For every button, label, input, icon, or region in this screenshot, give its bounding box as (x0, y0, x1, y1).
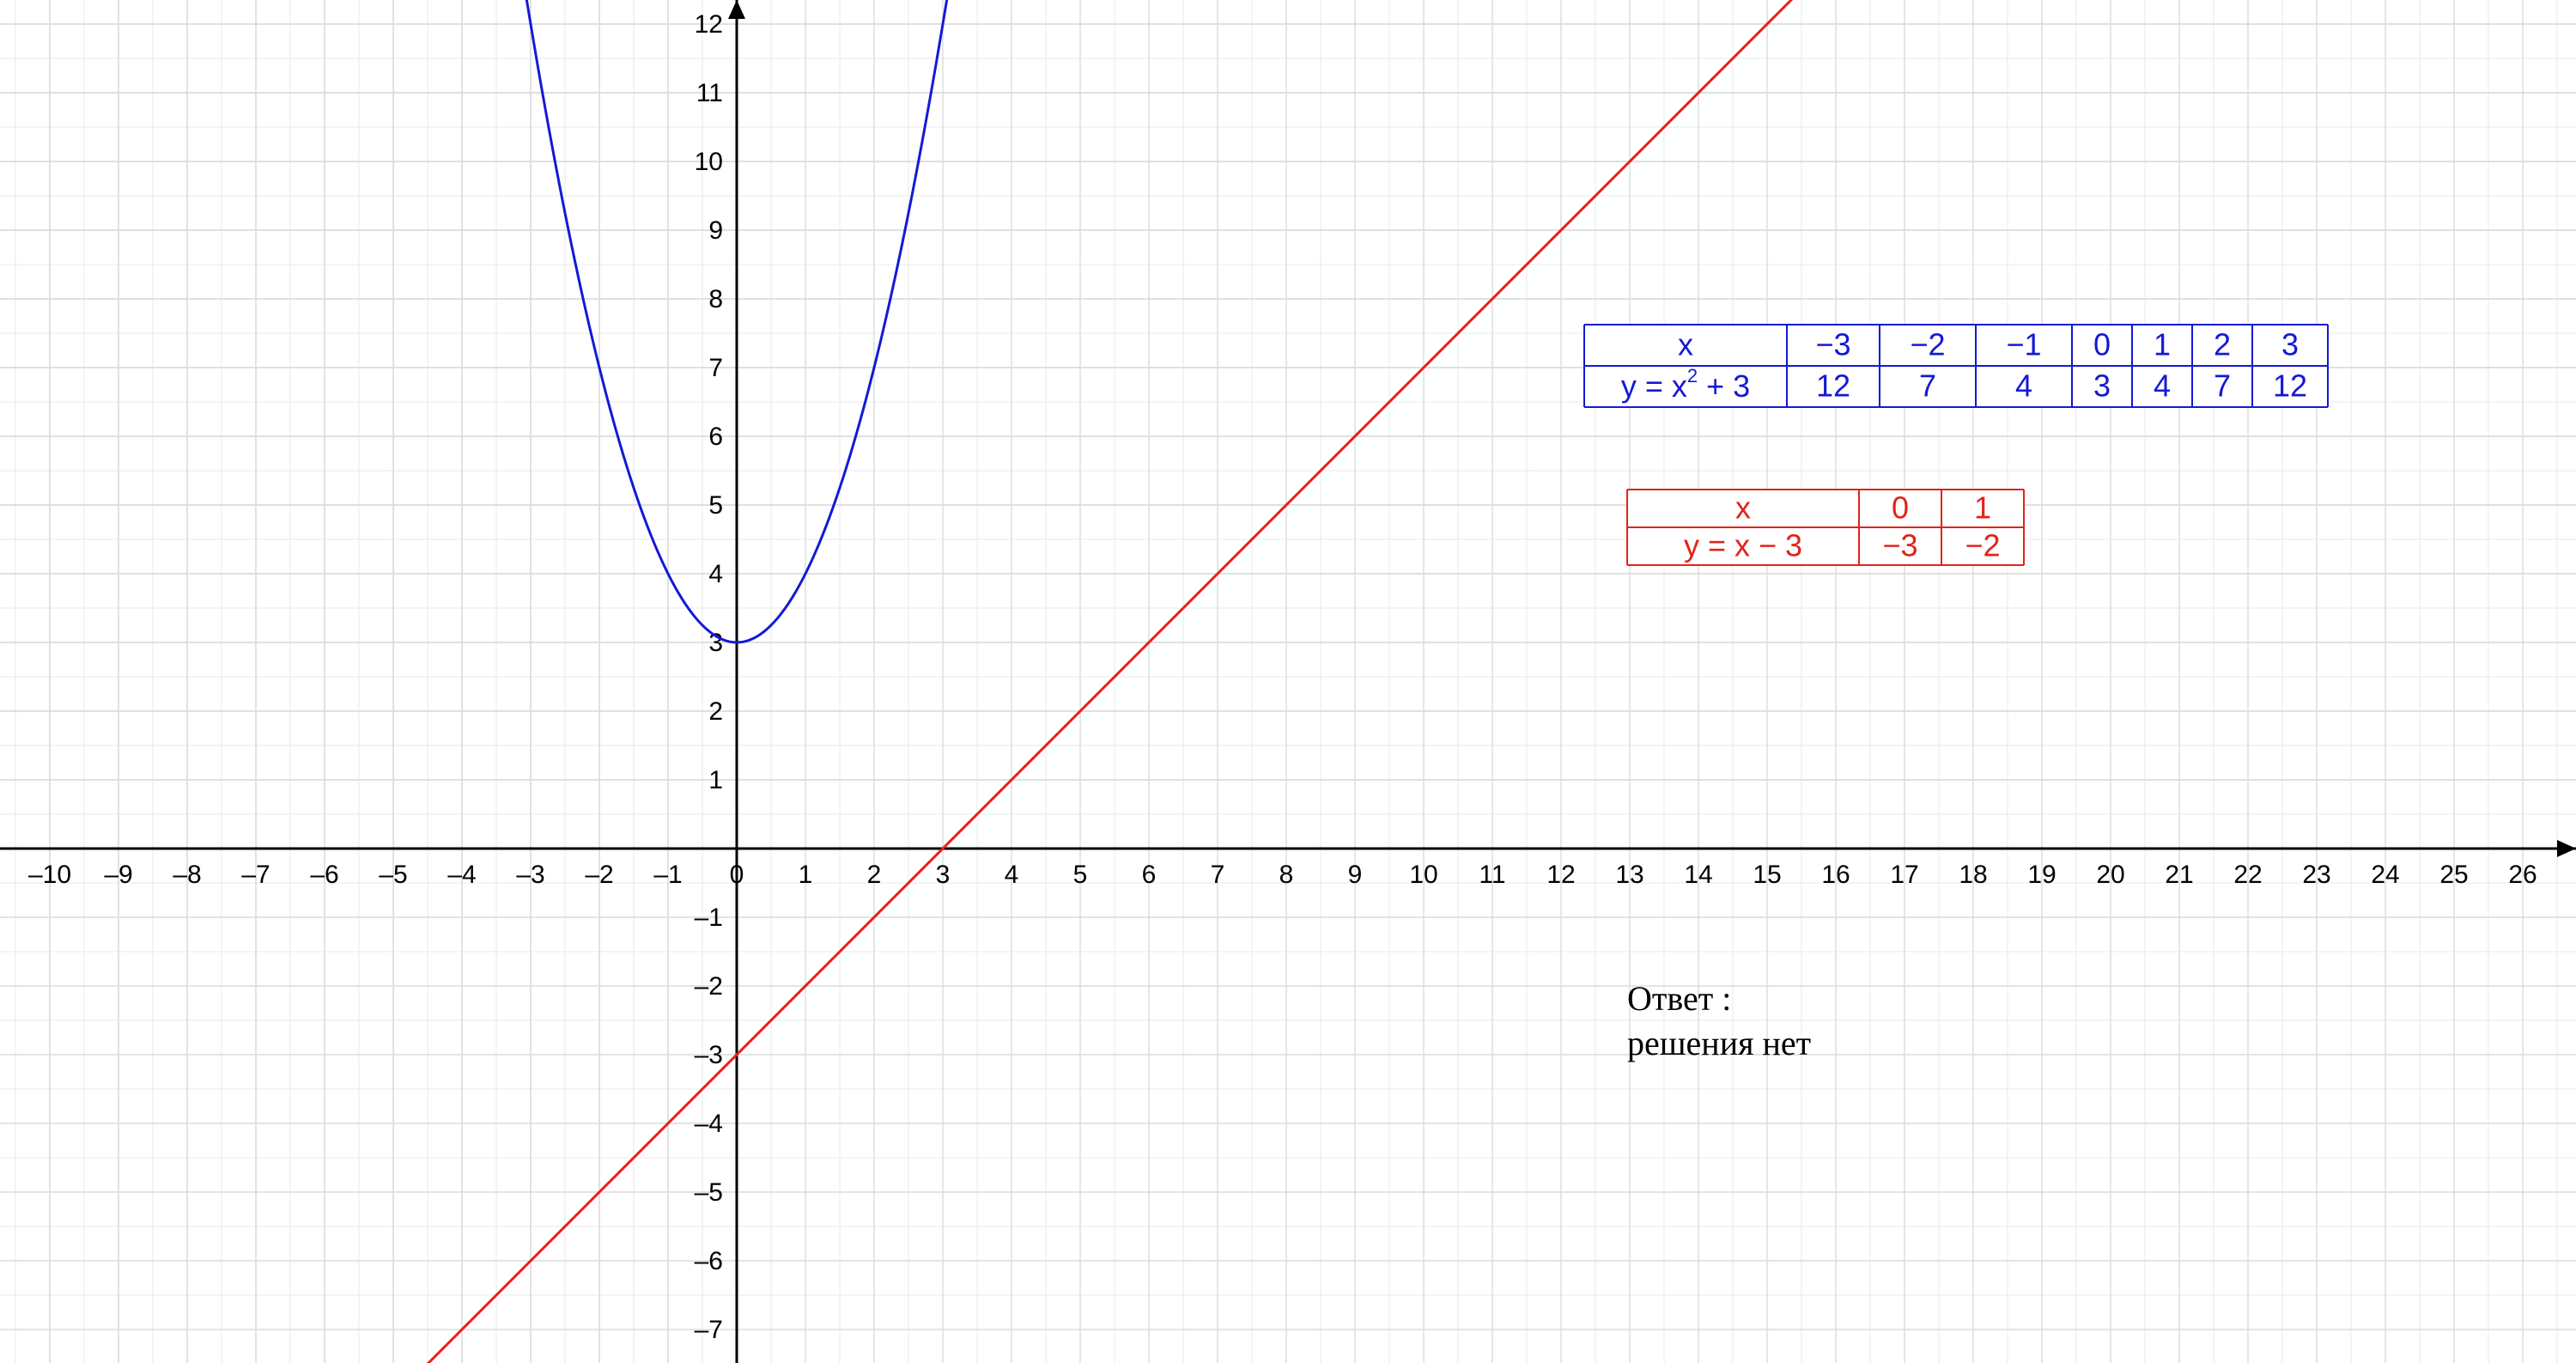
svg-text:–10: –10 (28, 861, 71, 889)
svg-text:23: 23 (2302, 861, 2330, 889)
svg-text:–1: –1 (695, 904, 723, 932)
svg-text:–4: –4 (695, 1110, 723, 1138)
svg-text:20: 20 (2096, 861, 2124, 889)
grid-major (0, 0, 2576, 1363)
svg-text:21: 21 (2165, 861, 2193, 889)
svg-text:3: 3 (936, 861, 951, 889)
svg-text:x: x (1678, 327, 1693, 362)
axis-arrows (728, 0, 2576, 857)
svg-text:3: 3 (2281, 327, 2299, 362)
svg-text:24: 24 (2371, 861, 2399, 889)
svg-text:–2: –2 (695, 972, 723, 1001)
svg-text:–6: –6 (695, 1247, 723, 1275)
svg-text:4: 4 (2154, 368, 2171, 404)
svg-text:5: 5 (1073, 861, 1088, 889)
svg-text:15: 15 (1753, 861, 1781, 889)
svg-text:9: 9 (1348, 861, 1363, 889)
svg-text:22: 22 (2233, 861, 2262, 889)
svg-text:–5: –5 (379, 861, 407, 889)
grid-minor (0, 0, 2576, 1363)
table-line-values: x 0 1 y = x − 3 −3 −2 (1627, 490, 2024, 565)
svg-text:19: 19 (2027, 861, 2056, 889)
svg-text:2: 2 (708, 697, 723, 726)
svg-text:2: 2 (867, 861, 882, 889)
svg-text:17: 17 (1890, 861, 1918, 889)
svg-text:–4: –4 (447, 861, 476, 889)
svg-text:4: 4 (1005, 861, 1019, 889)
svg-text:2: 2 (2214, 327, 2231, 362)
svg-text:–2: –2 (585, 861, 613, 889)
svg-text:12: 12 (1816, 368, 1850, 404)
svg-text:–1: –1 (653, 861, 682, 889)
svg-text:–6: –6 (310, 861, 338, 889)
svg-text:18: 18 (1959, 861, 1987, 889)
svg-text:y = x2 + 3: y = x2 + 3 (1621, 365, 1750, 403)
svg-text:1: 1 (708, 766, 723, 794)
answer-line2: решения нет (1627, 1024, 1811, 1062)
svg-text:14: 14 (1684, 861, 1712, 889)
table-parabola-values: x−3−2−10123y = x2 + 3127434712 (1584, 325, 2328, 407)
svg-text:0: 0 (730, 861, 744, 889)
svg-text:−3: −3 (1882, 528, 1917, 563)
svg-text:0: 0 (2093, 327, 2111, 362)
svg-text:–8: –8 (173, 861, 201, 889)
svg-text:–5: –5 (695, 1178, 723, 1207)
svg-text:–9: –9 (104, 861, 132, 889)
svg-text:−2: −2 (1965, 528, 2000, 563)
svg-text:16: 16 (1821, 861, 1850, 889)
svg-text:7: 7 (1211, 861, 1225, 889)
svg-text:25: 25 (2439, 861, 2468, 889)
svg-text:0: 0 (1892, 490, 1909, 526)
svg-text:3: 3 (2093, 368, 2111, 404)
svg-text:–7: –7 (695, 1316, 723, 1344)
svg-text:9: 9 (708, 216, 723, 245)
svg-text:−2: −2 (1910, 327, 1945, 362)
answer-line1: Ответ : (1627, 979, 1731, 1018)
svg-text:11: 11 (1479, 861, 1505, 889)
svg-text:10: 10 (695, 148, 723, 176)
svg-text:−1: −1 (2006, 327, 2041, 362)
svg-text:y = x − 3: y = x − 3 (1684, 528, 1802, 563)
svg-text:10: 10 (1409, 861, 1437, 889)
svg-text:4: 4 (708, 560, 723, 588)
svg-text:−3: −3 (1815, 327, 1850, 362)
svg-text:13: 13 (1615, 861, 1643, 889)
math-plot: –10–9–8–7–6–5–4–3–2–10123456789101112131… (0, 0, 2576, 1363)
axes (0, 0, 2576, 1363)
svg-text:1: 1 (799, 861, 813, 889)
svg-text:26: 26 (2508, 861, 2537, 889)
svg-text:1: 1 (1974, 490, 1991, 526)
svg-text:–3: –3 (695, 1041, 723, 1069)
svg-text:8: 8 (1279, 861, 1294, 889)
svg-text:7: 7 (1919, 368, 1936, 404)
svg-text:7: 7 (708, 354, 723, 382)
svg-text:11: 11 (696, 79, 723, 107)
svg-text:6: 6 (1142, 861, 1157, 889)
svg-text:12: 12 (695, 10, 723, 39)
svg-text:1: 1 (2154, 327, 2171, 362)
svg-text:8: 8 (708, 285, 723, 313)
svg-text:7: 7 (2214, 368, 2231, 404)
svg-text:4: 4 (2015, 368, 2032, 404)
svg-text:6: 6 (708, 423, 723, 451)
svg-text:–7: –7 (241, 861, 270, 889)
svg-text:5: 5 (708, 491, 723, 520)
svg-text:–3: –3 (516, 861, 544, 889)
svg-text:12: 12 (2273, 368, 2307, 404)
svg-text:x: x (1735, 490, 1751, 526)
svg-text:12: 12 (1546, 861, 1575, 889)
